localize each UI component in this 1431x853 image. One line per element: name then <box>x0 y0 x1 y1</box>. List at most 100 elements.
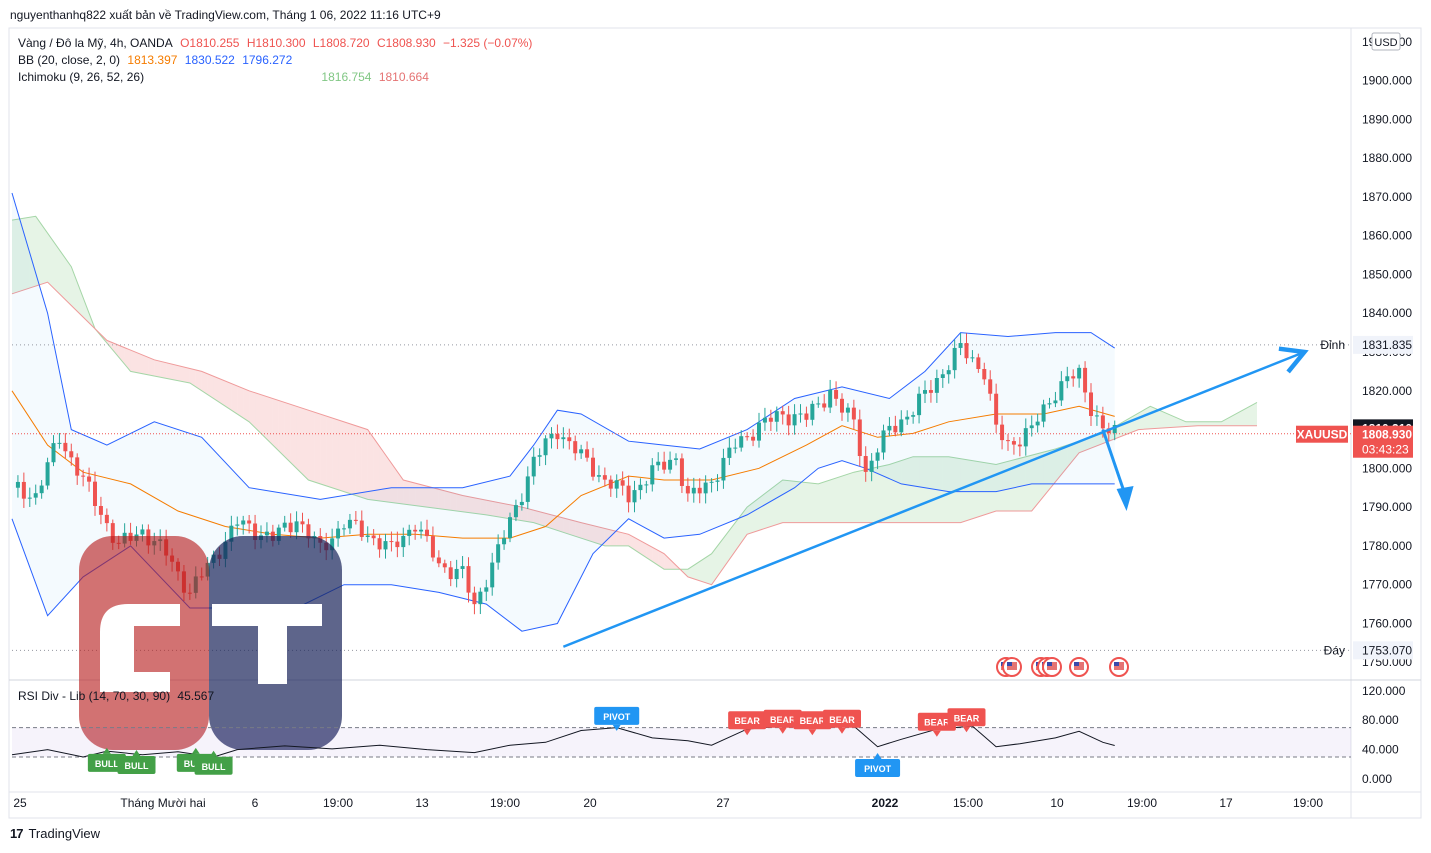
cloud-slice <box>427 486 433 508</box>
marker-label: BEAR <box>829 715 855 725</box>
candle-body <box>650 465 655 485</box>
candle-body <box>98 505 103 515</box>
cloud-slice <box>118 345 125 365</box>
candle-body <box>140 529 145 535</box>
cloud-slice <box>498 502 505 518</box>
candle-body <box>294 521 299 533</box>
bb-legend[interactable]: BB (20, close, 2, 0) 1813.397 1830.522 1… <box>18 53 296 67</box>
cloud-slice <box>770 484 777 527</box>
cloud-slice <box>166 362 173 380</box>
price-axis[interactable]: 1910.0001900.0001890.0001880.0001870.000… <box>1362 32 1412 786</box>
cloud-slice <box>557 516 564 533</box>
candle-body <box>869 460 874 472</box>
candle-body <box>359 520 364 537</box>
countdown-label: 03:43:23 <box>1362 443 1409 457</box>
candle-body <box>347 519 352 529</box>
candle-body <box>596 475 601 477</box>
cloud-slice <box>747 502 754 535</box>
candle-body <box>1017 444 1022 447</box>
rsi-legend[interactable]: RSI Div - Lib (14, 70, 30, 90) 45.567 <box>18 689 218 703</box>
candle-body <box>87 476 92 482</box>
price-tick-label: 1850.000 <box>1362 267 1412 281</box>
marker-label: BEAR <box>770 715 796 725</box>
price-tag-name: Đỉnh <box>1320 338 1345 352</box>
economic-events[interactable] <box>996 657 1129 677</box>
time-axis[interactable]: 25 Tháng Mười hai 6 19:00 13 19:00 20 27 2022 15:… <box>13 796 1323 810</box>
candle-body <box>721 457 726 481</box>
marker-box <box>763 709 802 728</box>
cloud-slice <box>148 357 155 377</box>
cloud-slice <box>717 538 724 577</box>
cloud-slice <box>818 481 825 523</box>
cloud-slice <box>753 498 759 533</box>
cloud-slice <box>189 368 196 387</box>
candle-body <box>430 536 435 558</box>
candle-body <box>306 524 311 539</box>
candle-body <box>632 490 637 503</box>
cloud-slice <box>800 481 807 523</box>
cloud-slice <box>782 479 789 523</box>
cloud-slice <box>634 537 641 554</box>
cloud-slice <box>877 465 884 523</box>
candle-body <box>371 535 376 539</box>
ichimoku-legend[interactable]: Ichimoku (9, 26, 52, 26) 1816.754 1810.6… <box>18 70 433 84</box>
cloud-slice <box>978 461 985 517</box>
cloud-slice <box>71 266 78 312</box>
marker-label: BEAR <box>734 716 760 726</box>
ichimoku-span-b-value: 1810.664 <box>378 70 429 84</box>
candle-body <box>1089 392 1093 416</box>
cloud-slice <box>1002 461 1008 511</box>
cloud-slice <box>919 456 925 523</box>
candle-body <box>519 501 524 506</box>
rsi-value: 45.567 <box>177 689 215 703</box>
candle-body <box>964 343 969 359</box>
cloud-slice <box>569 519 576 537</box>
symbol-legend[interactable]: Vàng / Đô la Mỹ, 4h, OANDA O1810.255 H18… <box>18 36 536 50</box>
bull-marker: BULL <box>87 747 126 772</box>
cloud-slice <box>812 483 819 523</box>
cloud-slice <box>1156 408 1163 429</box>
candle-body <box>994 393 999 425</box>
candle-body <box>401 535 406 548</box>
candle-body <box>253 523 258 541</box>
candle-body <box>774 411 779 422</box>
candle-body <box>834 389 839 399</box>
candle-body <box>751 436 756 441</box>
us-flag-canton <box>1114 662 1119 666</box>
candle-body <box>567 437 572 442</box>
candle-body <box>235 524 240 526</box>
cloud-slice <box>1013 458 1020 511</box>
price-tags: Đỉnh1831.8351810.310XAUUSD1808.93003:43:… <box>1296 335 1413 660</box>
candle-body <box>851 407 856 420</box>
cloud-slice <box>361 427 368 500</box>
marker-pointer <box>191 747 200 754</box>
cloud-slice <box>266 396 273 446</box>
bear-marker: BEAR <box>728 711 767 736</box>
candle-body <box>952 347 957 371</box>
tradingview-footer[interactable]: 17 TradingView <box>10 826 100 841</box>
cloud-slice <box>391 463 398 504</box>
candle-body <box>1029 425 1034 429</box>
cloud-slice <box>824 479 831 523</box>
price-tick-label: 1760.000 <box>1362 616 1412 630</box>
candle-body <box>822 403 827 408</box>
cloud-slice <box>462 495 469 513</box>
candle-body <box>709 481 714 483</box>
candle-body <box>513 505 518 518</box>
cloud-slice <box>901 458 908 523</box>
cloud-slice <box>379 446 386 502</box>
marker-box <box>855 758 901 777</box>
cloud-slice <box>527 508 534 523</box>
drawings[interactable] <box>562 346 1309 648</box>
marker-pointer <box>102 747 111 754</box>
cloud-slice <box>1037 452 1044 504</box>
marker-pointer <box>132 750 141 757</box>
marker-label: BEAR <box>924 718 950 728</box>
cloud-slice <box>842 474 848 523</box>
cloud-slice <box>616 531 623 546</box>
cloud-slice <box>1091 435 1097 449</box>
cloud-slice <box>581 522 588 541</box>
candle-body <box>276 527 281 541</box>
bb-basis-value: 1813.397 <box>127 53 178 67</box>
